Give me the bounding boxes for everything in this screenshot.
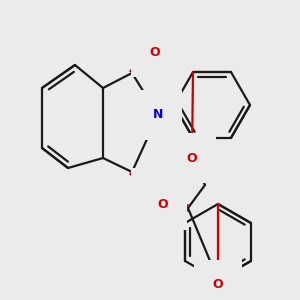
Text: N: N [153,109,163,122]
Text: O: O [187,152,197,164]
Text: O: O [150,46,160,59]
Text: O: O [213,278,223,292]
Text: O: O [150,187,160,200]
Text: O: O [158,199,168,212]
